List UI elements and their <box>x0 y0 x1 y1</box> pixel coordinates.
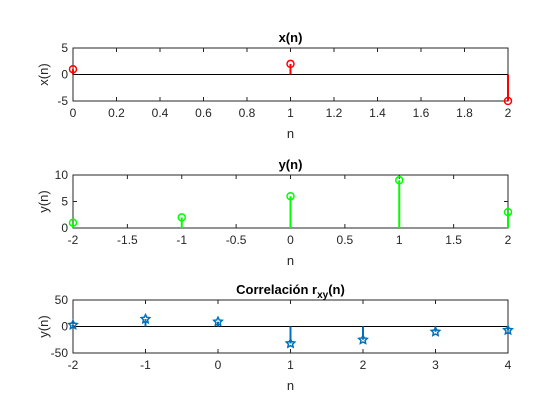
y-tick-label: 0 <box>61 68 68 82</box>
stem-marker <box>286 191 295 201</box>
x-tick-label: -0.5 <box>226 233 247 247</box>
stem-marker <box>68 218 78 227</box>
chart-3: -2 -1 0 1 2 3 4 -50 0 50 Correlación rxy(n) n y(n) <box>36 282 514 393</box>
x-tick-label: 1 <box>287 358 294 372</box>
y-tick-label: -50 <box>51 346 69 360</box>
stem-marker <box>502 323 514 336</box>
chart-title: Correlación rxy(n) <box>236 282 345 301</box>
x-tick-label: -1 <box>140 358 151 372</box>
y-tick-label: 5 <box>61 195 68 209</box>
stem-marker <box>357 333 369 345</box>
x-tick-label: 1 <box>396 233 403 247</box>
x-tick-label: 0.2 <box>108 106 125 120</box>
x-tick-label: 1.2 <box>326 106 343 120</box>
stem-marker <box>284 337 297 349</box>
x-tick-label: -2 <box>68 233 79 247</box>
chart-2: -2 -1.5 -1 -0.5 0 0.5 1 1.5 2 0 5 10 y(n) n y(n) <box>36 157 513 268</box>
x-tick-label: 0.4 <box>152 106 169 120</box>
x-tick-label: 1 <box>287 106 294 120</box>
chart-title: x(n) <box>279 30 303 45</box>
x-tick-label: 0.8 <box>239 106 256 120</box>
stem-marker <box>177 213 186 222</box>
stem-marker <box>68 64 78 74</box>
x-axis-label: n <box>287 253 294 268</box>
y-tick-label: 0 <box>61 320 68 334</box>
x-tick-label: 0.6 <box>195 106 212 120</box>
y-tick-label: 0 <box>61 221 68 235</box>
stem-marker <box>503 207 513 217</box>
stem-marker <box>286 59 295 69</box>
x-axis-label: n <box>287 378 294 393</box>
x-tick-label: 3 <box>432 358 439 372</box>
stem-marker <box>212 315 224 327</box>
x-tick-label: 2 <box>505 233 512 247</box>
y-axis-label: y(n) <box>36 190 51 212</box>
y-tick-label: -5 <box>57 94 68 108</box>
x-tick-label: 0.5 <box>337 233 354 247</box>
x-axis-label: n <box>287 126 294 141</box>
stem-marker <box>139 312 152 325</box>
y-axis-label: y(n) <box>36 315 51 337</box>
stem-marker <box>429 325 442 337</box>
x-tick-label: 0 <box>287 233 294 247</box>
x-tick-label: -2 <box>68 358 79 372</box>
x-tick-label: 4 <box>505 358 512 372</box>
x-tick-label: 1.5 <box>445 233 462 247</box>
stem-marker <box>67 318 79 330</box>
y-tick-label: 10 <box>55 168 69 182</box>
x-tick-label: 2 <box>360 358 367 372</box>
y-axis-label: x(n) <box>36 63 51 85</box>
x-tick-label: 2 <box>505 106 512 120</box>
x-tick-label: -1 <box>176 233 187 247</box>
x-tick-label: 0 <box>215 358 222 372</box>
stem-marker <box>395 176 404 185</box>
y-tick-label: 5 <box>61 41 68 55</box>
x-tick-label: 1.4 <box>369 106 386 120</box>
stem-marker <box>503 96 513 106</box>
x-tick-label: -1.5 <box>117 233 138 247</box>
chart-title: y(n) <box>279 157 303 172</box>
x-tick-label: 0 <box>70 106 77 120</box>
x-tick-label: 1.8 <box>456 106 473 120</box>
y-tick-label: 50 <box>55 293 69 307</box>
x-tick-label: 1.6 <box>413 106 430 120</box>
